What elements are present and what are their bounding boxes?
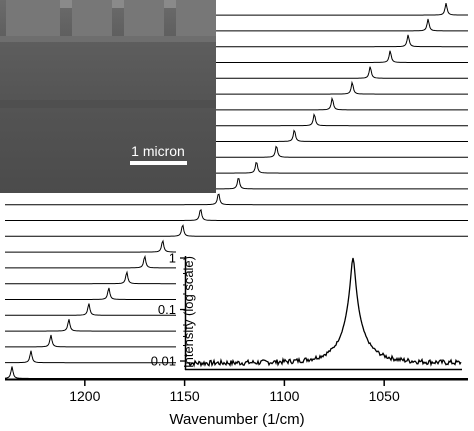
spectrum-trace <box>5 208 468 221</box>
inset-y-ticks: 1 0.1 0.01 <box>151 251 186 369</box>
inset-y-tick-label: 0.1 <box>158 302 176 317</box>
x-tick-label: 1050 <box>369 388 400 404</box>
x-tick-label: 1100 <box>269 388 299 404</box>
grating-teeth <box>6 0 216 36</box>
inset-background <box>176 240 470 378</box>
spectra-traces <box>4 3 468 379</box>
micrograph-layer-band <box>0 100 216 108</box>
x-axis-label: Wavenumber (1/cm) <box>169 411 304 428</box>
spectrum-trace <box>5 193 468 206</box>
inset-y-tick-label: 1 <box>169 251 176 266</box>
x-axis-ticks: 1200 1150 1100 1050 <box>69 380 400 404</box>
sem-micrograph: 1 micron <box>0 0 216 193</box>
micrograph-layer-edge <box>0 36 216 42</box>
inset-y-axis-label: Intensity (log scale) <box>181 256 196 368</box>
spectrum-trace <box>5 224 468 237</box>
inset-plot: 1 0.1 0.01 Intensity (log scale) <box>151 240 470 378</box>
inset-y-tick-label: 0.01 <box>151 354 176 369</box>
x-tick-label: 1200 <box>69 388 100 404</box>
scale-bar <box>130 161 187 165</box>
x-axis: 1200 1150 1100 1050 Wavenumber (1/cm) <box>5 378 468 428</box>
inset-spectrum-line <box>187 257 462 368</box>
x-tick-label: 1150 <box>170 388 200 404</box>
scale-bar-label: 1 micron <box>131 143 185 159</box>
